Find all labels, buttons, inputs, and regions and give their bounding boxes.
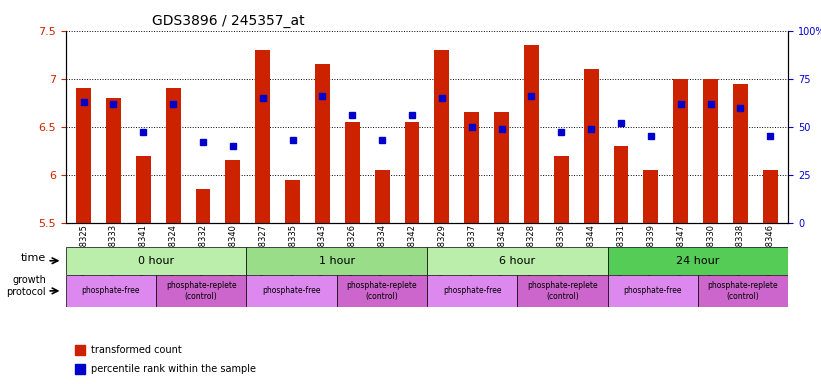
Text: phosphate-replete
(control): phosphate-replete (control) — [527, 281, 598, 301]
Bar — [644, 170, 658, 223]
Bar — [226, 161, 241, 223]
Text: GDS3896 / 245357_at: GDS3896 / 245357_at — [153, 14, 305, 28]
Bar — [703, 79, 718, 223]
Bar — [464, 112, 479, 223]
FancyBboxPatch shape — [517, 275, 608, 307]
Bar — [763, 170, 777, 223]
Text: phosphate-free: phosphate-free — [81, 286, 140, 295]
FancyBboxPatch shape — [427, 247, 608, 275]
Bar — [554, 156, 569, 223]
Text: time: time — [21, 253, 46, 263]
Bar — [106, 98, 121, 223]
Bar — [434, 50, 449, 223]
Bar — [315, 65, 330, 223]
Bar — [76, 88, 91, 223]
Bar — [166, 88, 181, 223]
Text: 0 hour: 0 hour — [138, 256, 174, 266]
Text: 6 hour: 6 hour — [499, 256, 535, 266]
Text: percentile rank within the sample: percentile rank within the sample — [91, 364, 256, 374]
FancyBboxPatch shape — [246, 247, 427, 275]
FancyBboxPatch shape — [246, 275, 337, 307]
Text: phosphate-replete
(control): phosphate-replete (control) — [708, 281, 778, 301]
Bar — [195, 189, 210, 223]
FancyBboxPatch shape — [66, 275, 156, 307]
Bar — [285, 180, 300, 223]
Bar — [405, 122, 420, 223]
Text: phosphate-free: phosphate-free — [623, 286, 682, 295]
Bar — [524, 45, 539, 223]
Bar — [733, 84, 748, 223]
Bar — [255, 50, 270, 223]
Bar — [613, 146, 628, 223]
Text: phosphate-free: phosphate-free — [443, 286, 502, 295]
Bar — [494, 112, 509, 223]
Bar — [374, 170, 390, 223]
Bar — [673, 79, 688, 223]
FancyBboxPatch shape — [608, 247, 788, 275]
FancyBboxPatch shape — [156, 275, 246, 307]
FancyBboxPatch shape — [608, 275, 698, 307]
Bar — [345, 122, 360, 223]
FancyBboxPatch shape — [698, 275, 788, 307]
Text: transformed count: transformed count — [91, 345, 181, 355]
Bar — [135, 156, 151, 223]
FancyBboxPatch shape — [66, 247, 246, 275]
FancyBboxPatch shape — [427, 275, 517, 307]
Bar — [584, 69, 599, 223]
Text: phosphate-free: phosphate-free — [262, 286, 321, 295]
Text: phosphate-replete
(control): phosphate-replete (control) — [166, 281, 236, 301]
Text: 24 hour: 24 hour — [677, 256, 719, 266]
FancyBboxPatch shape — [337, 275, 427, 307]
Text: 1 hour: 1 hour — [319, 256, 355, 266]
Text: growth protocol: growth protocol — [7, 275, 46, 297]
Text: phosphate-replete
(control): phosphate-replete (control) — [346, 281, 417, 301]
